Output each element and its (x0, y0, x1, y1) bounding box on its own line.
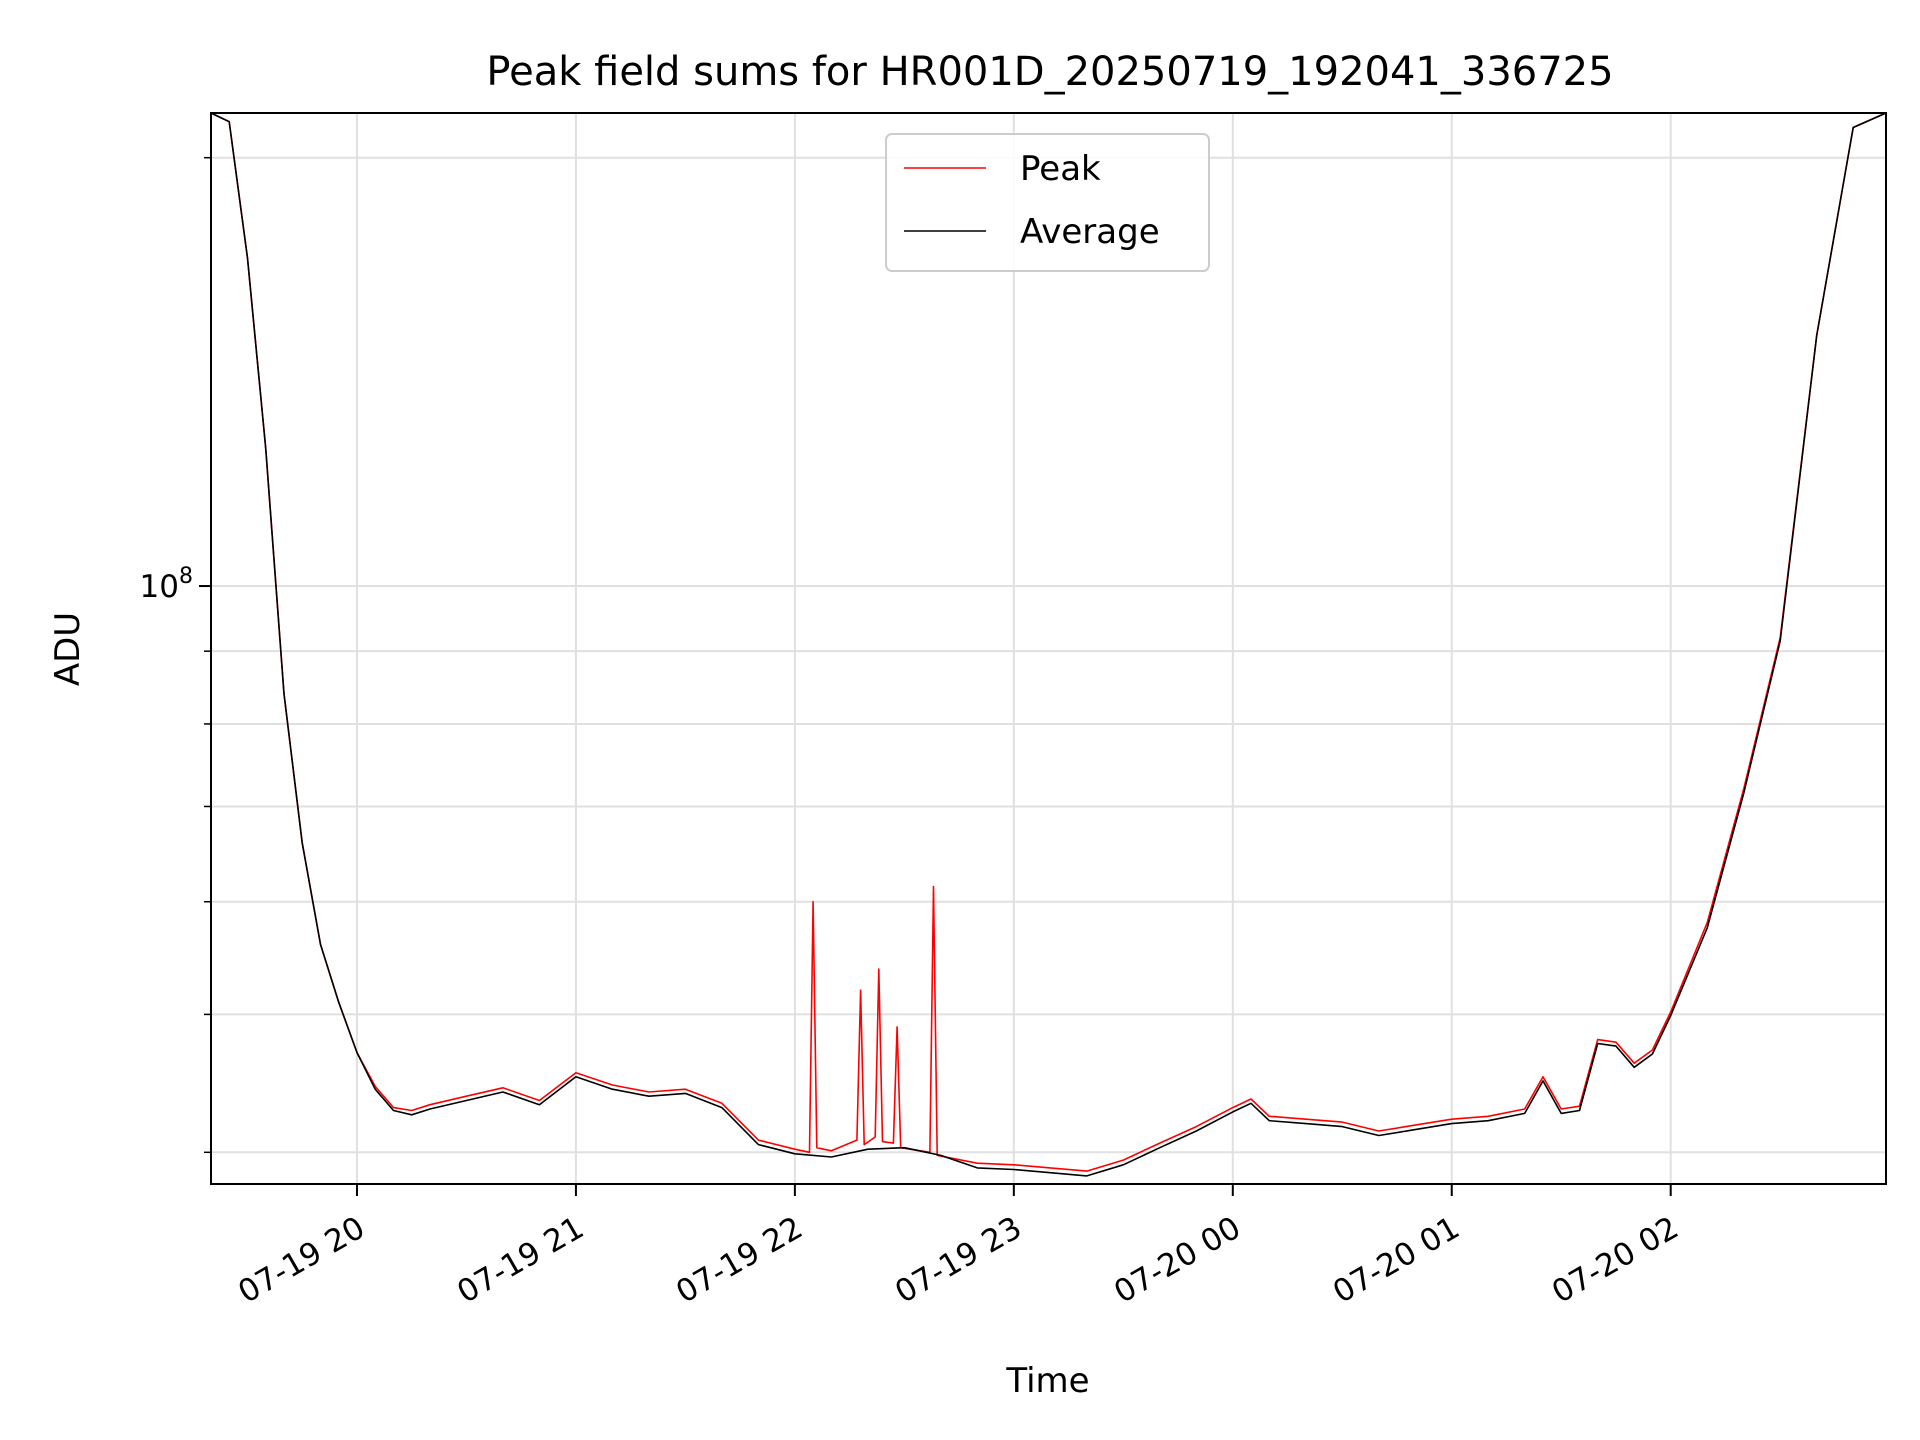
x-axis-label: Time (1005, 1361, 1089, 1401)
chart-title: Peak field sums for HR001D_20250719_1920… (486, 49, 1613, 95)
series-line-peak (210, 112, 1887, 1172)
y-axis-label: ADU (48, 612, 88, 686)
y-axis: 108 (140, 156, 211, 1154)
legend-label-peak: Peak (1020, 149, 1101, 189)
plot-frame (210, 112, 1887, 1185)
series-line-average (210, 112, 1887, 1177)
legend: Peak Average (885, 133, 1210, 272)
legend-label-average: Average (1020, 212, 1160, 252)
y-tick-label: 108 (140, 564, 193, 605)
series-layer (210, 112, 1887, 1177)
